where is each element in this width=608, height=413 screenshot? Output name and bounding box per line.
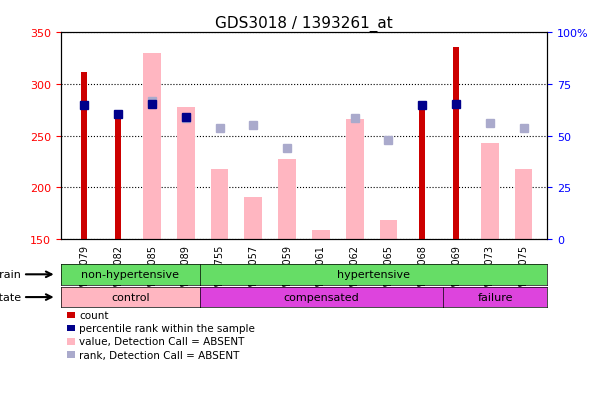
Bar bbox=[420, 110, 425, 240]
Title: GDS3018 / 1393261_at: GDS3018 / 1393261_at bbox=[215, 16, 393, 32]
Bar bbox=[515, 169, 533, 240]
Text: control: control bbox=[111, 292, 150, 302]
Bar bbox=[116, 114, 121, 240]
Text: disease state: disease state bbox=[0, 292, 21, 302]
Text: percentile rank within the sample: percentile rank within the sample bbox=[79, 323, 255, 333]
Text: value, Detection Call = ABSENT: value, Detection Call = ABSENT bbox=[79, 337, 244, 347]
Bar bbox=[177, 107, 195, 240]
Bar bbox=[244, 197, 262, 240]
Bar bbox=[346, 120, 364, 240]
Text: rank, Detection Call = ABSENT: rank, Detection Call = ABSENT bbox=[79, 350, 240, 360]
Text: compensated: compensated bbox=[283, 292, 359, 302]
Bar bbox=[481, 143, 499, 240]
Text: non-hypertensive: non-hypertensive bbox=[81, 270, 179, 280]
Text: strain: strain bbox=[0, 270, 21, 280]
Bar bbox=[379, 221, 397, 240]
Text: count: count bbox=[79, 310, 109, 320]
Bar bbox=[211, 169, 229, 240]
Text: hypertensive: hypertensive bbox=[337, 270, 410, 280]
Bar bbox=[453, 47, 459, 240]
Text: failure: failure bbox=[477, 292, 513, 302]
Bar bbox=[278, 160, 296, 240]
Bar bbox=[81, 73, 88, 240]
Bar bbox=[312, 230, 330, 240]
Bar bbox=[143, 54, 161, 240]
